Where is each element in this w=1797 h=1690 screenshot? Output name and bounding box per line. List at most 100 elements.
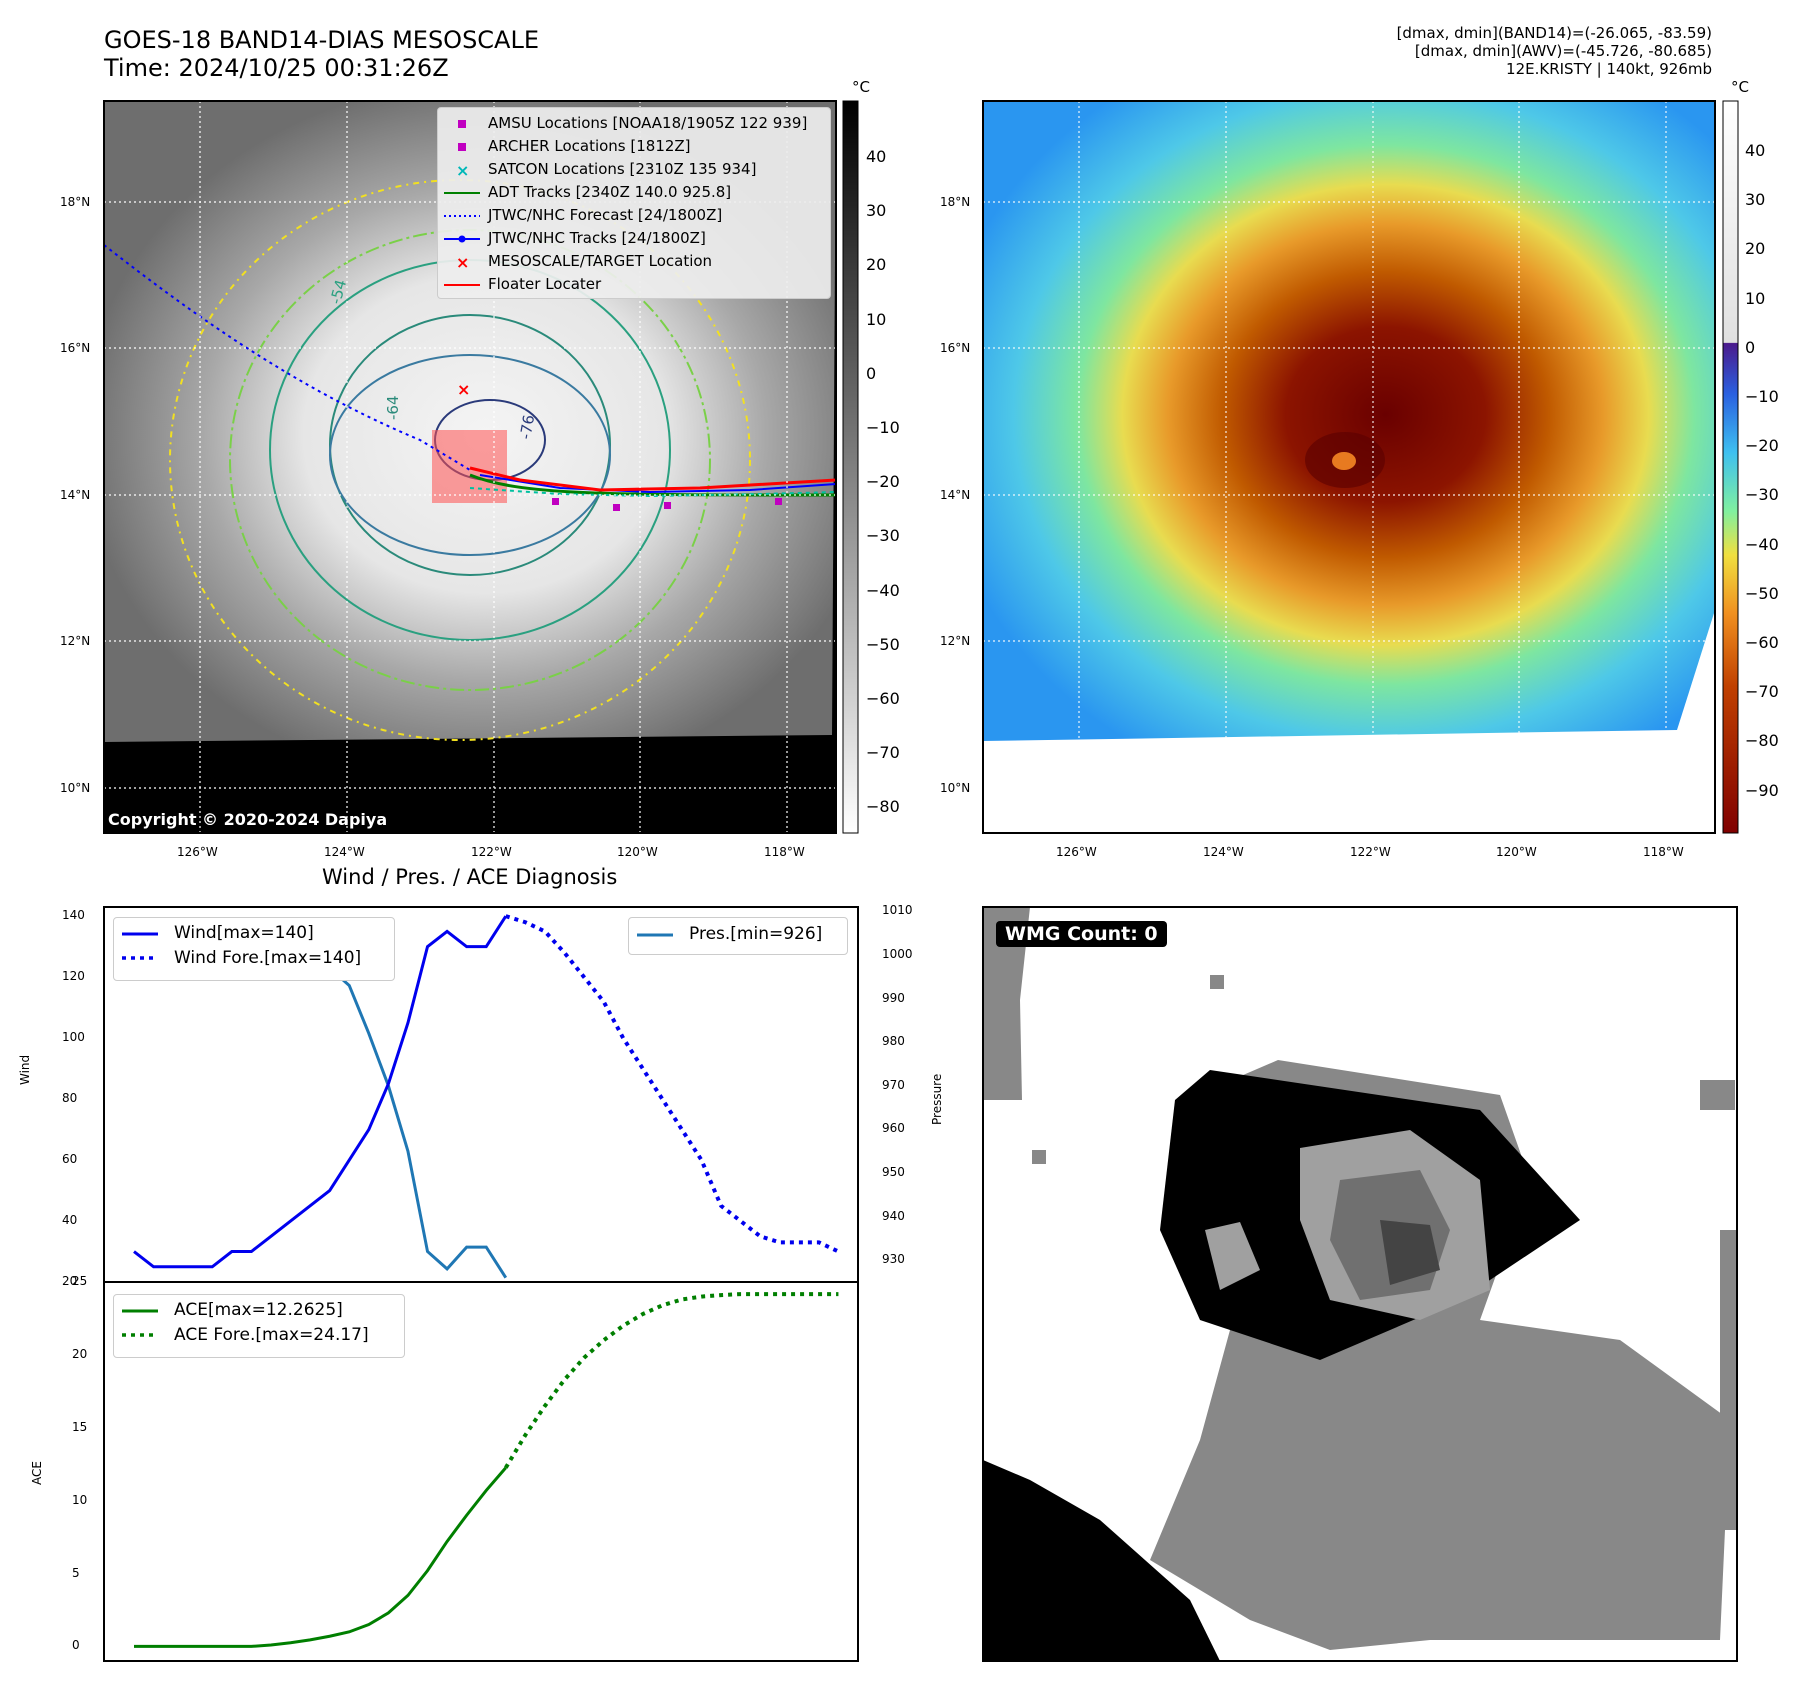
lat-label-right-18: 18°N [940, 195, 971, 209]
lon-label-right-118: 118°W [1643, 845, 1684, 859]
map-legend: AMSU Locations [NOAA18/1905Z 122 939] ARC… [437, 107, 831, 299]
lat-label-left-10: 10°N [60, 781, 91, 795]
ace-axis-tick: 20 [72, 1346, 88, 1361]
map-left-frame [103, 100, 837, 834]
colorbar-color-tick: 10 [1745, 288, 1766, 308]
title-line-2: Time: 2024/10/25 00:31:26Z [104, 54, 449, 82]
colorbar-color-tick: −70 [1745, 682, 1779, 702]
target-x-marker: × [457, 380, 470, 399]
ace-series-line [134, 1466, 507, 1648]
pressure-axis-tick: 990 [882, 990, 905, 1005]
colorbar-color-tick: 20 [1745, 239, 1766, 259]
ace-axis-tick: 10 [72, 1492, 88, 1507]
wind-axis-tick: 40 [62, 1213, 78, 1228]
map-legend-label: MESOSCALE/TARGET Location [488, 252, 713, 270]
map-legend-label: JTWC/NHC Forecast [24/1800Z] [488, 206, 723, 224]
lon-label-left-118: 118°W [764, 845, 805, 859]
lat-label-left-14: 14°N [60, 488, 91, 502]
contour-label-64: -64 [384, 396, 402, 421]
lon-label-right-122: 122°W [1350, 845, 1391, 859]
lon-label-right-120: 120°W [1496, 845, 1537, 859]
wind-legend-swatches [122, 932, 158, 960]
pressure-axis-tick: 980 [882, 1034, 905, 1049]
ace-legend-swatches [122, 1309, 158, 1337]
pressure-axis-tick: 940 [882, 1208, 905, 1223]
wind-forecast-series-line [505, 914, 840, 1254]
colorbar-gray-unit: °C [852, 78, 870, 96]
pressure-legend-label: Pres.[min=926] [689, 924, 823, 944]
colorbar-gray-tick: −30 [866, 526, 900, 546]
colorbar-gray-tick: 30 [866, 201, 887, 221]
colorbar-color-tick: −20 [1745, 436, 1779, 456]
colorbar-color-tick: −40 [1745, 534, 1779, 554]
lat-label-left-18: 18°N [60, 195, 91, 209]
colorbar-gray-tick: −10 [866, 418, 900, 437]
figure-title: GOES-18 BAND14-DIAS MESOSCALE Time: 2024… [104, 26, 539, 82]
map-legend-label: ADT Tracks [2340Z 140.0 925.8] [488, 183, 732, 201]
ace-forecast-series-line [504, 1292, 839, 1469]
wind-axis-tick: 20 [62, 1274, 78, 1288]
wind-axis-tick: 60 [62, 1152, 78, 1167]
chart-title: Wind / Pres. / ACE Diagnosis [322, 865, 618, 889]
colorbar-color-unit: °C [1731, 78, 1749, 96]
colorbar-gray [842, 100, 859, 834]
pressure-axis-tick: 960 [882, 1121, 905, 1136]
lat-label-right-12: 12°N [940, 634, 971, 648]
map-legend-swatch [444, 284, 480, 286]
map-legend-swatch [458, 143, 466, 151]
colorbar-color-tick: −10 [1745, 387, 1779, 406]
map-legend-marker: × [456, 254, 469, 270]
wmg-panel[interactable] [983, 907, 1737, 1661]
colorbar-gray-tick: −60 [866, 689, 900, 708]
lat-label-left-12: 12°N [60, 634, 91, 648]
lon-label-left-122: 122°W [471, 845, 512, 859]
wind-axis-label: Wind [18, 1054, 32, 1085]
map-legend-swatch [444, 235, 480, 243]
colorbar-color [1722, 100, 1739, 834]
map-legend-marker [458, 143, 466, 151]
ace-axis-label: ACE [30, 1461, 44, 1485]
wind-legend-label: Wind[max=140] [174, 923, 314, 943]
colorbar-color-tick: −90 [1745, 780, 1779, 800]
map-legend-swatch: × [456, 254, 469, 270]
pressure-axis-tick: 930 [882, 1252, 905, 1267]
lat-label-right-10: 10°N [940, 781, 971, 795]
map-legend-swatch [444, 215, 480, 217]
pressure-axis-tick: 1010 [882, 903, 913, 918]
wind-axis-tick: 120 [62, 969, 85, 984]
wind-axis-tick: 80 [62, 1091, 78, 1106]
colorbar-gray-tick: 40 [866, 147, 887, 166]
lat-label-left-16: 16°N [60, 341, 91, 355]
colorbar-gray-tick: −50 [866, 634, 900, 654]
ace-legend-label: ACE[max=12.2625] [174, 1300, 343, 1320]
dmax-awv: [dmax, dmin](AWV)=(-45.726, -80.685) [1414, 42, 1712, 60]
colorbar-color-tick: −80 [1745, 731, 1779, 751]
map-legend-marker [458, 120, 466, 128]
colorbar-gray-tick: −80 [866, 797, 900, 817]
colorbar-color-tick: −30 [1745, 485, 1779, 505]
ace-forecast-legend-label: ACE Fore.[max=24.17] [174, 1325, 369, 1345]
lat-label-right-14: 14°N [940, 488, 971, 502]
pressure-legend-swatch [637, 933, 673, 937]
map-legend-dot [458, 235, 466, 243]
lat-label-right-16: 16°N [940, 341, 971, 355]
colorbar-gray-tick: 10 [866, 309, 887, 329]
map-legend-swatch: × [456, 162, 469, 178]
ace-plot-layer [134, 1292, 839, 1648]
header-stats: [dmax, dmin](BAND14)=(-26.065, -83.59) [… [1397, 24, 1712, 78]
pressure-axis-tick: 970 [882, 1077, 905, 1092]
wmg-frame [982, 906, 1738, 1662]
colorbar-gray-tick: −20 [866, 472, 900, 492]
colorbar-color-tick: −50 [1745, 583, 1779, 603]
pressure-legend: Pres.[min=926] [628, 917, 848, 955]
colorbar-color-tick: 40 [1745, 141, 1766, 160]
colorbar-gray-tick: 20 [866, 255, 887, 275]
awv-map-right[interactable] [983, 101, 1715, 833]
colorbar-gray-tick: −40 [866, 580, 900, 600]
lon-label-right-126: 126°W [1056, 845, 1097, 859]
ace-legend: ACE[max=12.2625] ACE Fore.[max=24.17] [113, 1294, 405, 1358]
dmax-band14: [dmax, dmin](BAND14)=(-26.065, -83.59) [1396, 24, 1712, 42]
wind-series-line [133, 915, 508, 1269]
pressure-axis-tick: 950 [882, 1164, 905, 1179]
